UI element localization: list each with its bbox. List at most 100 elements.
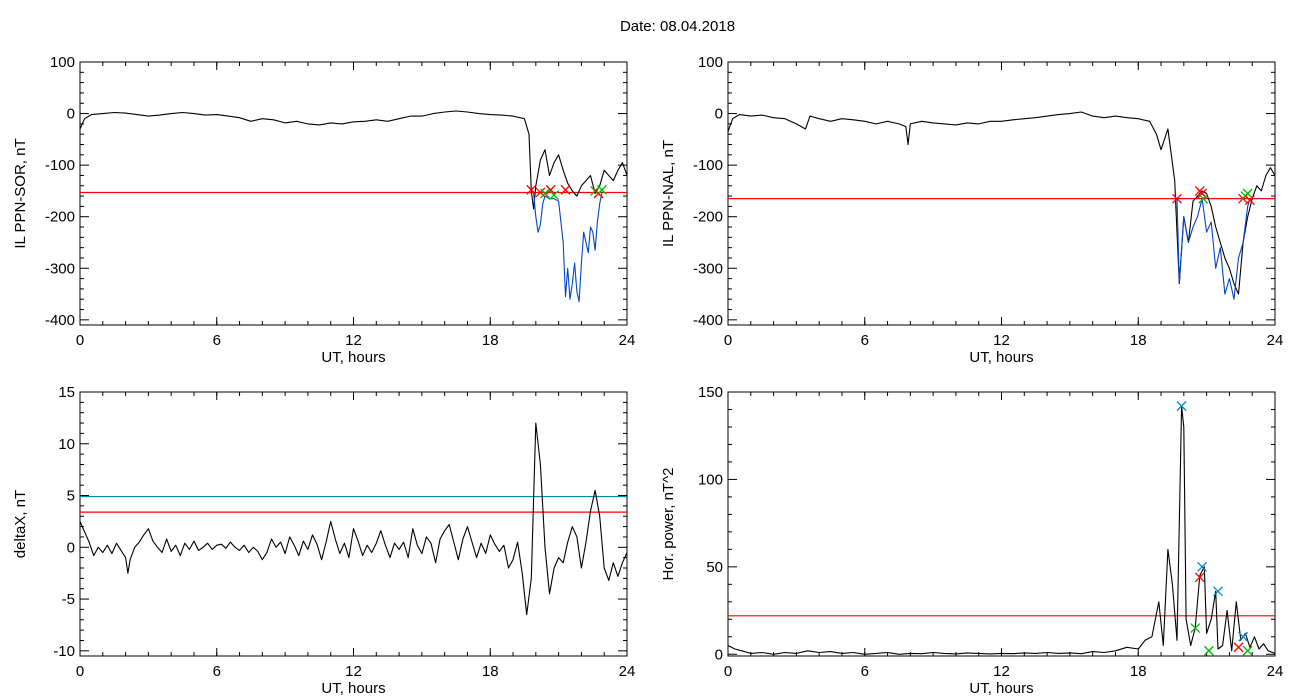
y-tick-label: -200 — [45, 209, 75, 226]
marker-stroke — [535, 187, 546, 198]
x-axis-label: UT, hours — [321, 349, 385, 366]
x-tick-label: 0 — [724, 332, 732, 349]
marker-stroke — [1242, 188, 1253, 199]
marker-x — [1198, 193, 1209, 204]
marker-stroke — [596, 184, 607, 195]
y-tick-label: 100 — [698, 471, 723, 488]
x-axis-label: UT, hours — [969, 349, 1033, 366]
marker-stroke — [560, 184, 571, 195]
marker-stroke — [1233, 642, 1244, 653]
marker-x — [560, 184, 571, 195]
x-tick-label: 0 — [76, 663, 84, 680]
x-tick-label: 12 — [993, 663, 1010, 680]
series-line — [727, 111, 1276, 295]
chart-panel-deltax: 0 6 12 18 24 15 10 5 0 -5 -10 UT, hours deltaX, nT — [12, 384, 635, 697]
y-tick-label: 0 — [67, 106, 75, 123]
marker-stroke — [1244, 195, 1255, 206]
marker-stroke — [1203, 645, 1214, 656]
plot-frame — [79, 391, 628, 657]
marker-stroke — [526, 184, 537, 195]
series-line — [79, 422, 628, 616]
marker-stroke — [1176, 401, 1187, 411]
y-tick-label: 5 — [67, 488, 75, 505]
marker-x — [1242, 645, 1253, 656]
y-axis-label: Hor. power, nT^2 — [660, 468, 677, 581]
marker-x — [1244, 195, 1255, 206]
marker-x — [1203, 645, 1214, 656]
plot-frame — [727, 391, 1276, 657]
y-tick-label: -5 — [62, 591, 75, 608]
y-tick-label: 0 — [715, 106, 723, 123]
marker-stroke — [1198, 193, 1209, 204]
marker-stroke — [1172, 193, 1182, 204]
y-tick-label: -300 — [45, 260, 75, 277]
y-tick-label: 0 — [715, 646, 723, 663]
marker-x — [1194, 572, 1205, 583]
y-axis-label: IL PPN-SOR, nT — [12, 138, 29, 248]
marker-x — [1238, 631, 1249, 642]
y-tick-label: -400 — [693, 312, 723, 329]
x-tick-label: 18 — [482, 332, 499, 349]
x-tick-label: 24 — [1267, 332, 1284, 349]
chart-panel-ppn-nal: 0 6 12 18 24 100 0 -100 -200 -300 -400 UT, hours IL … — [660, 54, 1283, 366]
x-tick-label: 6 — [213, 663, 221, 680]
y-tick-label: 100 — [698, 54, 723, 71]
y-tick-label: 150 — [698, 384, 723, 401]
marker-stroke — [549, 190, 560, 201]
x-tick-label: 6 — [861, 332, 869, 349]
x-tick-label: 12 — [345, 332, 362, 349]
marker-stroke — [539, 188, 550, 199]
x-tick-label: 18 — [1130, 332, 1147, 349]
marker-stroke — [545, 184, 556, 195]
x-tick-label: 24 — [619, 663, 636, 680]
page-title: Date: 08.04.2018 — [619, 18, 736, 35]
y-tick-label: 10 — [58, 436, 75, 453]
y-tick-label: -100 — [45, 157, 75, 174]
x-tick-label: 24 — [619, 332, 636, 349]
marker-stroke — [1213, 586, 1223, 597]
series-line — [727, 405, 1276, 655]
marker-x — [539, 188, 550, 199]
marker-stroke — [1197, 188, 1208, 199]
x-tick-label: 0 — [76, 332, 84, 349]
marker-stroke — [1238, 631, 1249, 642]
marker-x — [1197, 561, 1208, 572]
marker-x — [1172, 193, 1182, 204]
chart-panel-hor-power: 0 6 12 18 24 150 100 50 0 UT, hours Hor. power, nT… — [660, 384, 1283, 697]
marker-x — [549, 190, 560, 201]
x-tick-label: 24 — [1267, 663, 1284, 680]
marker-x — [1233, 642, 1244, 653]
x-axis-label: UT, hours — [969, 680, 1033, 697]
marker-x — [596, 184, 607, 195]
y-tick-label: 15 — [58, 384, 75, 401]
y-axis-label: IL PPN-NAL, nT — [660, 140, 677, 247]
marker-x — [545, 184, 556, 195]
y-tick-label: -10 — [53, 643, 75, 660]
marker-stroke — [1242, 645, 1253, 656]
x-tick-label: 6 — [861, 663, 869, 680]
x-tick-label: 18 — [1130, 663, 1147, 680]
marker-x — [1190, 623, 1201, 633]
marker-stroke — [1194, 572, 1205, 583]
y-tick-label: 50 — [706, 559, 723, 576]
y-tick-label: -300 — [693, 260, 723, 277]
plot-frame — [727, 61, 1276, 326]
y-tick-label: -100 — [693, 157, 723, 174]
x-tick-label: 6 — [213, 332, 221, 349]
y-axis-label: deltaX, nT — [12, 490, 29, 558]
x-tick-label: 12 — [993, 332, 1010, 349]
series-line — [1176, 198, 1251, 300]
marker-x — [1242, 188, 1253, 199]
series-line — [79, 110, 628, 210]
marker-x — [526, 184, 537, 195]
x-tick-label: 0 — [724, 663, 732, 680]
y-tick-label: -200 — [693, 209, 723, 226]
y-tick-label: 100 — [50, 54, 75, 71]
chart-panel-ppn-sor: 0 6 12 18 24 100 0 -100 -200 -300 -400 UT, hours IL … — [12, 54, 635, 366]
y-tick-label: 0 — [67, 539, 75, 556]
x-tick-label: 12 — [345, 663, 362, 680]
y-tick-label: -400 — [45, 312, 75, 329]
marker-x — [1213, 586, 1223, 597]
x-tick-label: 18 — [482, 663, 499, 680]
